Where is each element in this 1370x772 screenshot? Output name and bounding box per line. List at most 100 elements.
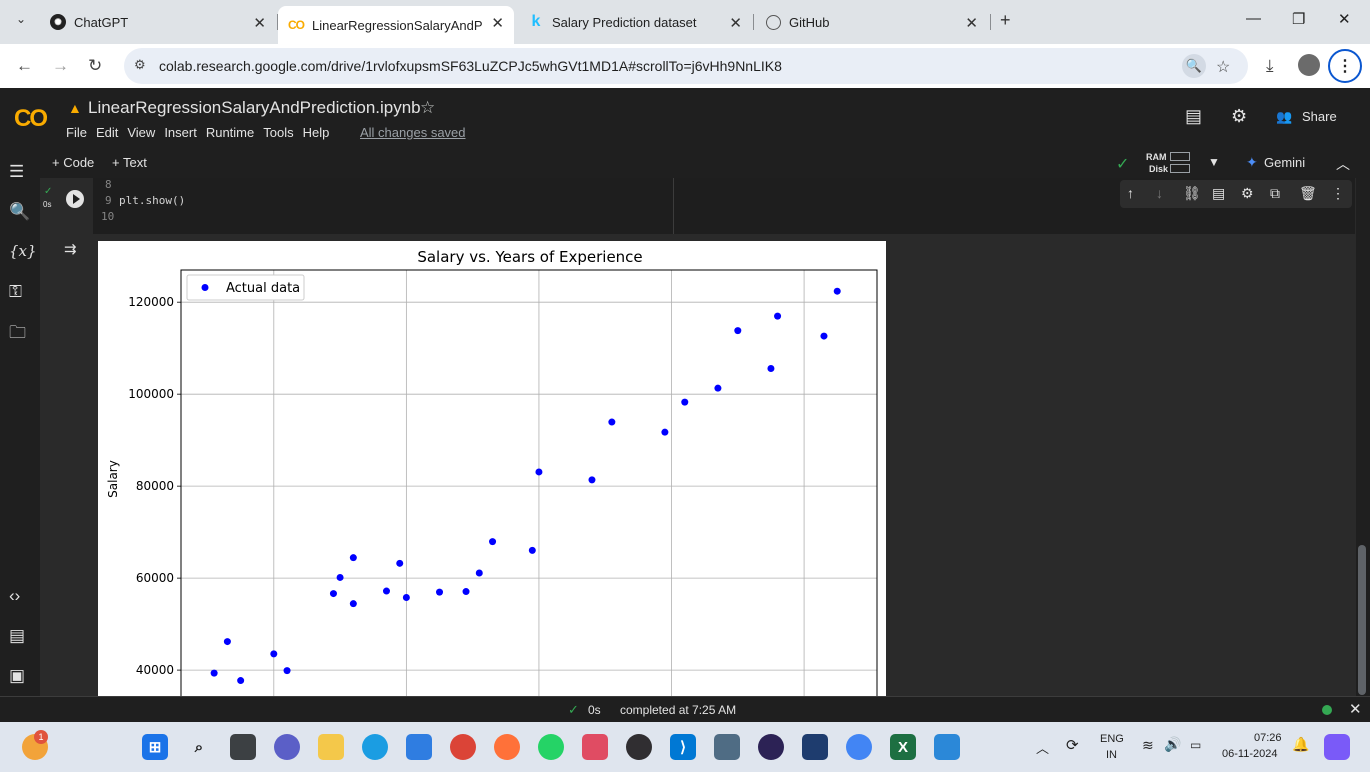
share-button[interactable]: Share (1302, 109, 1337, 124)
menu-runtime[interactable]: Runtime (205, 125, 255, 140)
wifi-icon[interactable]: ≋ (1142, 737, 1154, 753)
status-close-icon[interactable]: ✕ (1349, 701, 1362, 718)
cloud-sync-icon[interactable]: ⟳ (1066, 737, 1079, 754)
settings-gear-icon[interactable]: ⚙ (1231, 106, 1248, 126)
chrome-profile-icon[interactable] (846, 734, 872, 760)
volume-icon[interactable]: 🔊 (1164, 736, 1182, 752)
tab-chatgpt[interactable]: ✺ ChatGPT ✕ (40, 6, 276, 38)
zoom-icon[interactable]: 🔍 (1182, 54, 1206, 78)
edge-icon[interactable] (362, 734, 388, 760)
tab-search-chevron-icon[interactable]: ⌄ (16, 12, 27, 26)
cell-settings-icon[interactable]: ⚙ (1241, 185, 1254, 201)
output-toggle-icon[interactable]: ⇉ (64, 241, 77, 258)
tab-close-icon[interactable]: ✕ (491, 15, 504, 32)
command-palette-icon[interactable]: ▤ (9, 626, 26, 645)
excel-icon[interactable]: X (890, 734, 916, 760)
mirror-cell-icon[interactable]: ⧉ (1270, 185, 1280, 201)
start-windows-icon[interactable]: ⊞ (142, 734, 168, 760)
tab-close-icon[interactable]: ✕ (253, 15, 266, 32)
add-code-button[interactable]: + Code (52, 155, 95, 170)
data-points (210, 287, 841, 685)
star-notebook-icon[interactable]: ☆ (420, 98, 436, 117)
secrets-key-icon[interactable]: ⚿ (9, 282, 22, 301)
menu-help[interactable]: Help (302, 125, 330, 140)
forward-icon[interactable]: → (52, 56, 69, 75)
tab-close-icon[interactable]: ✕ (729, 15, 742, 32)
drive-icon[interactable]: ▲ (68, 100, 82, 116)
tab-kaggle-dataset[interactable]: k Salary Prediction dataset ✕ (518, 6, 752, 38)
more-actions-icon[interactable]: ⋮ (1331, 185, 1345, 201)
omnibox[interactable]: ⚙ colab.research.google.com/drive/1rvlof… (124, 48, 1248, 84)
language-top[interactable]: ENG (1100, 733, 1124, 745)
menu-insert[interactable]: Insert (164, 125, 197, 140)
menu-edit[interactable]: Edit (95, 125, 119, 140)
show-hidden-icons-icon[interactable]: ︿ (1036, 741, 1050, 756)
url-text[interactable]: colab.research.google.com/drive/1rvlofxu… (159, 58, 782, 74)
site-settings-icon[interactable]: ⚙ (134, 57, 146, 72)
obs-icon[interactable] (626, 734, 652, 760)
notebook-title[interactable]: LinearRegressionSalaryAndPrediction.ipyn… (88, 98, 421, 117)
remote-desktop-icon[interactable] (714, 734, 740, 760)
table-of-contents-icon[interactable]: ☰ (9, 162, 25, 181)
language-bottom[interactable]: IN (1106, 749, 1117, 761)
menu-file[interactable]: File (66, 125, 87, 140)
close-window-icon[interactable]: ✕ (1338, 11, 1351, 28)
search-icon[interactable]: 🔍 (9, 202, 31, 221)
variables-icon[interactable]: {x} (9, 242, 37, 260)
browser-tab-bar: ⌄ ✺ ChatGPT ✕ CO LinearRegressionSalaryA… (0, 0, 1370, 44)
comment-icon[interactable]: ▤ (1185, 106, 1203, 126)
reload-icon[interactable]: ↻ (88, 56, 103, 75)
comment-cell-icon[interactable]: ▤ (1212, 185, 1226, 201)
bookmark-star-icon[interactable]: ☆ (1216, 59, 1231, 76)
move-down-icon[interactable]: ↓ (1156, 185, 1163, 201)
browser-menu-icon[interactable]: ⋮ (1328, 49, 1362, 83)
profile-avatar[interactable] (1298, 54, 1320, 76)
notification-bell-icon[interactable]: 🔔 (1292, 736, 1310, 752)
tab-close-icon[interactable]: ✕ (965, 15, 978, 32)
copilot-icon[interactable] (1324, 734, 1350, 760)
task-view-icon[interactable] (230, 734, 256, 760)
add-text-button[interactable]: + Text (112, 155, 147, 170)
chrome-icon[interactable] (450, 734, 476, 760)
terminal-icon[interactable]: ▣ (9, 666, 26, 685)
download-icon[interactable]: ⤓ (1266, 56, 1274, 75)
collapse-chevron-icon[interactable]: ︿ (1336, 156, 1350, 172)
move-up-icon[interactable]: ↑ (1127, 185, 1134, 201)
firefox-icon[interactable] (494, 734, 520, 760)
clock-time[interactable]: 07:26 (1254, 732, 1282, 744)
gemini-button[interactable]: Gemini (1264, 155, 1306, 170)
eclipse-icon[interactable] (758, 734, 784, 760)
back-icon[interactable]: ← (16, 56, 33, 75)
vscode-icon[interactable]: ⟩ (670, 734, 696, 760)
microsoft-store-icon[interactable] (406, 734, 432, 760)
network-tool-icon[interactable] (802, 734, 828, 760)
notebook-scrollbar[interactable] (1358, 545, 1366, 695)
data-point (210, 669, 218, 677)
notepad-icon[interactable] (934, 734, 960, 760)
minimize-icon[interactable]: — (1246, 10, 1261, 27)
restore-icon[interactable]: ❐ (1292, 11, 1306, 28)
ram-disk-indicator[interactable]: RAM Disk (1146, 151, 1168, 175)
colab-logo[interactable]: CO (14, 105, 48, 132)
data-point (608, 418, 616, 426)
teams-chat-icon[interactable] (274, 734, 300, 760)
snipping-tool-icon[interactable] (582, 734, 608, 760)
runtime-dropdown-icon[interactable]: ▼ (1208, 155, 1220, 169)
files-folder-icon[interactable]: 🗀 (9, 323, 26, 342)
clock-date[interactable]: 06-11-2024 (1222, 748, 1278, 760)
run-cell-button[interactable] (66, 190, 84, 208)
search-taskbar-icon[interactable]: ⌕ (194, 738, 204, 756)
menu-view[interactable]: View (127, 125, 156, 140)
save-status[interactable]: All changes saved (360, 125, 466, 140)
share-people-icon[interactable]: 👥 (1276, 109, 1293, 124)
new-tab-icon[interactable]: + (1000, 10, 1011, 30)
battery-icon[interactable]: ▭ (1190, 738, 1202, 752)
tab-github[interactable]: GitHub ✕ (756, 6, 988, 38)
tab-colab-notebook[interactable]: CO LinearRegressionSalaryAndPred ✕ (278, 6, 514, 44)
menu-tools[interactable]: Tools (263, 125, 294, 140)
file-explorer-icon[interactable] (318, 734, 344, 760)
code-snippets-icon[interactable]: ‹› (9, 586, 21, 605)
delete-cell-icon[interactable]: 🗑 (1299, 185, 1317, 201)
link-icon[interactable]: ⛓ (1183, 185, 1201, 201)
whatsapp-icon[interactable] (538, 734, 564, 760)
